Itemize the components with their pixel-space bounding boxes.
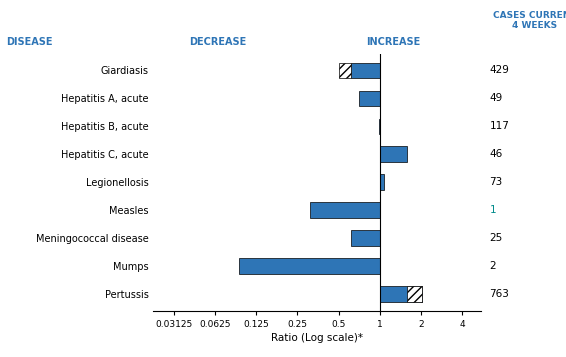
Text: 1: 1 [490, 205, 496, 215]
Bar [351, 62, 380, 78]
Text: 2: 2 [490, 261, 496, 271]
Text: INCREASE: INCREASE [366, 37, 421, 47]
Text: DISEASE: DISEASE [6, 37, 52, 47]
Text: 763: 763 [490, 289, 509, 299]
Text: 46: 46 [490, 149, 503, 159]
Bar [380, 174, 384, 190]
Text: 73: 73 [490, 177, 503, 187]
Bar [358, 91, 380, 106]
Text: 25: 25 [490, 233, 503, 243]
X-axis label: Ratio (Log scale)*: Ratio (Log scale)* [271, 333, 363, 343]
Bar [338, 62, 351, 78]
Text: CASES CURRENT
4 WEEKS: CASES CURRENT 4 WEEKS [493, 11, 566, 30]
Bar [238, 258, 380, 273]
Bar [380, 146, 407, 162]
Text: 117: 117 [490, 121, 509, 131]
Bar [310, 202, 380, 218]
Bar [351, 230, 380, 246]
Text: 429: 429 [490, 65, 509, 75]
Text: DECREASE: DECREASE [189, 37, 247, 47]
Bar [380, 286, 422, 302]
Text: 49: 49 [490, 93, 503, 103]
Bar [407, 286, 422, 302]
